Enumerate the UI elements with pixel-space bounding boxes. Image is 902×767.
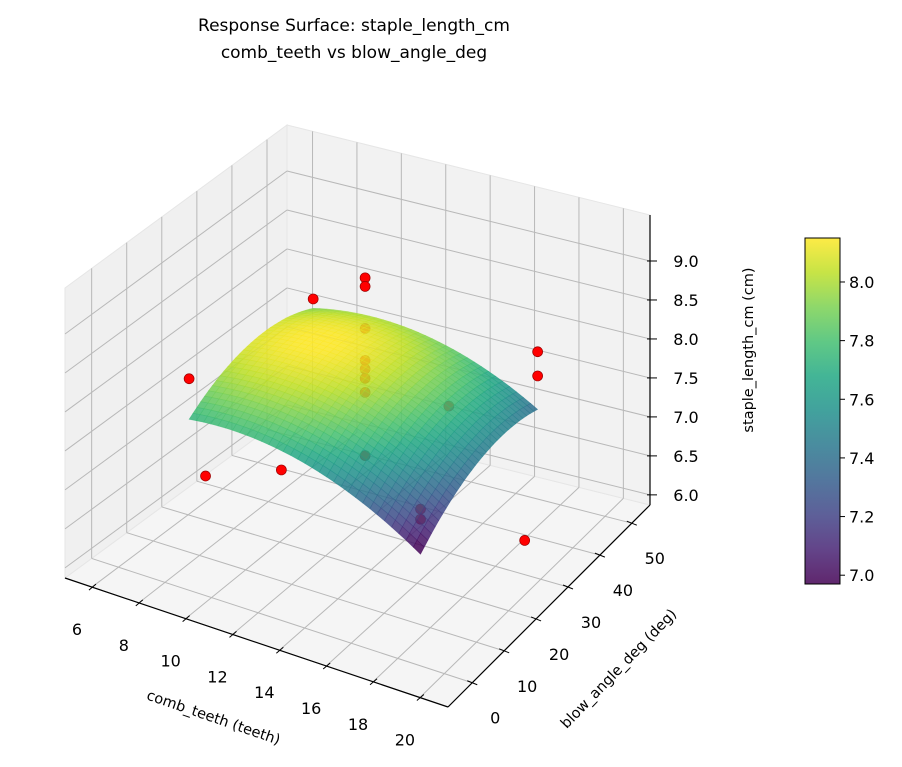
- x-tick-label: 6: [72, 620, 82, 639]
- data-point: [183, 373, 195, 385]
- floor-gridline-x: [419, 498, 624, 698]
- x-tick-mark: [182, 615, 190, 623]
- z-tick-label: 6.0: [673, 486, 698, 505]
- x-tick-mark: [229, 631, 237, 638]
- data-point: [519, 535, 531, 546]
- x-axis-line: [64, 577, 449, 708]
- y-tick-mark: [594, 552, 606, 558]
- x-tick-label: 14: [254, 683, 274, 702]
- z-tick-label: 7.0: [673, 408, 698, 427]
- back-wall-gridline-z: [286, 170, 651, 262]
- z-tick-label: 8.0: [673, 330, 698, 349]
- left-wall-gridline-z: [64, 209, 288, 374]
- left-wall-gridline-z: [64, 248, 288, 413]
- chart-title: Response Surface: staple_length_cm: [198, 16, 510, 36]
- y-tick-label: 30: [581, 613, 601, 632]
- x-tick-mark: [135, 599, 144, 607]
- x-tick-label: 12: [207, 667, 227, 686]
- back-wall-gridline-z: [286, 209, 651, 301]
- colorbar-tick-label: 7.4: [849, 449, 874, 468]
- colorbar-tick-label: 8.0: [849, 273, 874, 292]
- z-tick-label: 8.5: [673, 291, 698, 310]
- back-wall-gridline-z: [286, 248, 651, 340]
- y-tick-mark: [626, 520, 637, 526]
- x-tick-mark: [88, 583, 97, 591]
- tick-labels: 6 8 10 12 14 16 18 20 0 10 20 30 40 50 6.0 6.5 7.0 7.5 8.0…: [72, 252, 699, 750]
- y-tick-mark: [498, 648, 510, 654]
- data-point: [532, 370, 543, 382]
- y-tick-mark: [562, 584, 574, 590]
- z-tick-label: 7.5: [673, 369, 698, 388]
- z-axis-label: staple_length_cm (cm): [741, 267, 757, 432]
- x-tick-label: 8: [119, 636, 129, 655]
- x-tick-label: 10: [160, 652, 180, 671]
- y-tick-label: 10: [517, 677, 537, 696]
- y-tick-mark: [530, 616, 542, 622]
- floor-gridline-x: [325, 476, 535, 667]
- left-wall-gridline-z: [64, 170, 288, 335]
- floor-gridline-x: [279, 464, 491, 651]
- colorbar-tick-label: 7.0: [849, 566, 874, 585]
- floor-gridline-y: [126, 532, 505, 652]
- z-tick-label: 9.0: [673, 252, 698, 271]
- floor-gridline-y: [91, 557, 473, 684]
- chart-subtitle: comb_teeth vs blow_angle_deg: [221, 43, 487, 63]
- y-tick-mark: [467, 680, 478, 686]
- surface-facet: [412, 539, 425, 555]
- data-point: [359, 281, 371, 292]
- colorbar-tick-label: 7.2: [849, 508, 874, 527]
- floor-gridline-x: [372, 487, 580, 683]
- floor-gridline-y: [161, 506, 537, 620]
- y-axis-label: blow_angle_deg (deg): [558, 606, 680, 732]
- colorbar-tick-label: 7.8: [849, 332, 874, 351]
- colorbar-tick-label: 7.6: [849, 390, 874, 409]
- left-wall-gridline-z: [64, 287, 288, 452]
- data-point: [307, 293, 319, 305]
- axis-lines: [64, 215, 657, 708]
- x-tick-mark: [276, 646, 284, 654]
- floor-gridline-y: [196, 480, 569, 588]
- data-point: [276, 464, 287, 476]
- y-tick-label: 40: [613, 581, 633, 600]
- x-tick-label: 20: [395, 731, 415, 750]
- z-tick-label: 6.5: [673, 447, 698, 466]
- surface-mesh: [188, 307, 539, 555]
- y-tick-label: 0: [490, 709, 500, 728]
- data-point: [532, 346, 543, 358]
- data-point: [200, 470, 211, 482]
- x-tick-mark: [369, 678, 378, 686]
- y-axis-line: [447, 504, 651, 708]
- x-tick-label: 16: [301, 699, 321, 718]
- floor-gridline-x: [91, 420, 313, 588]
- colorbar: 7.0 7.2 7.4 7.6 7.8 8.0: [804, 237, 874, 585]
- y-tick-label: 20: [549, 645, 569, 664]
- x-tick-mark: [416, 694, 425, 701]
- colorbar-gradient: [804, 237, 841, 585]
- x-tick-label: 18: [348, 715, 368, 734]
- y-tick-label: 50: [645, 549, 665, 568]
- x-tick-mark: [322, 662, 331, 670]
- back-wall-gridline-z: [286, 287, 651, 379]
